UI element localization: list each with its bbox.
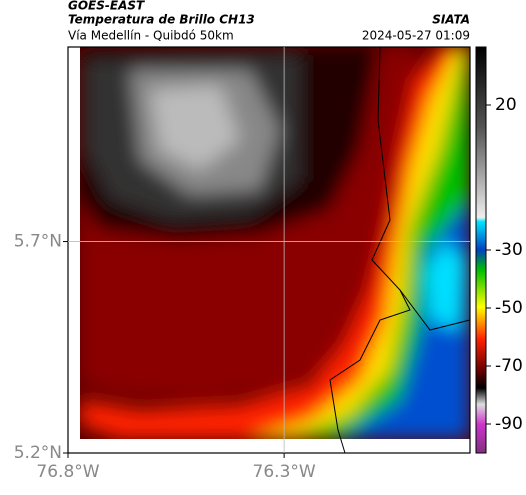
x-tick-label: 76.3°W (253, 462, 316, 482)
y-tick-label: 5.7°N (14, 232, 62, 252)
colorbar (475, 46, 487, 454)
y-tick-label: 5.2°N (14, 443, 62, 463)
subtitle: Temperatura de Brillo CH13 (68, 13, 255, 27)
region: Vía Medellín - Quibdó 50km (68, 29, 234, 43)
colorbar-tick-label: -50 (495, 298, 523, 318)
map-frame (67, 46, 471, 454)
timestamp: 2024-05-27 01:09 (362, 29, 470, 43)
x-tick-label: 76.8°W (36, 462, 99, 482)
colorbar-tick-label: 20 (495, 95, 517, 115)
brand: SIATA (432, 13, 470, 27)
colorbar-tick-label: -90 (495, 414, 523, 434)
colorbar-tick-label: -30 (495, 240, 523, 260)
satellite-image (68, 47, 470, 453)
title: GOES-EAST (68, 0, 145, 13)
colorbar-tick-label: -70 (495, 356, 523, 376)
